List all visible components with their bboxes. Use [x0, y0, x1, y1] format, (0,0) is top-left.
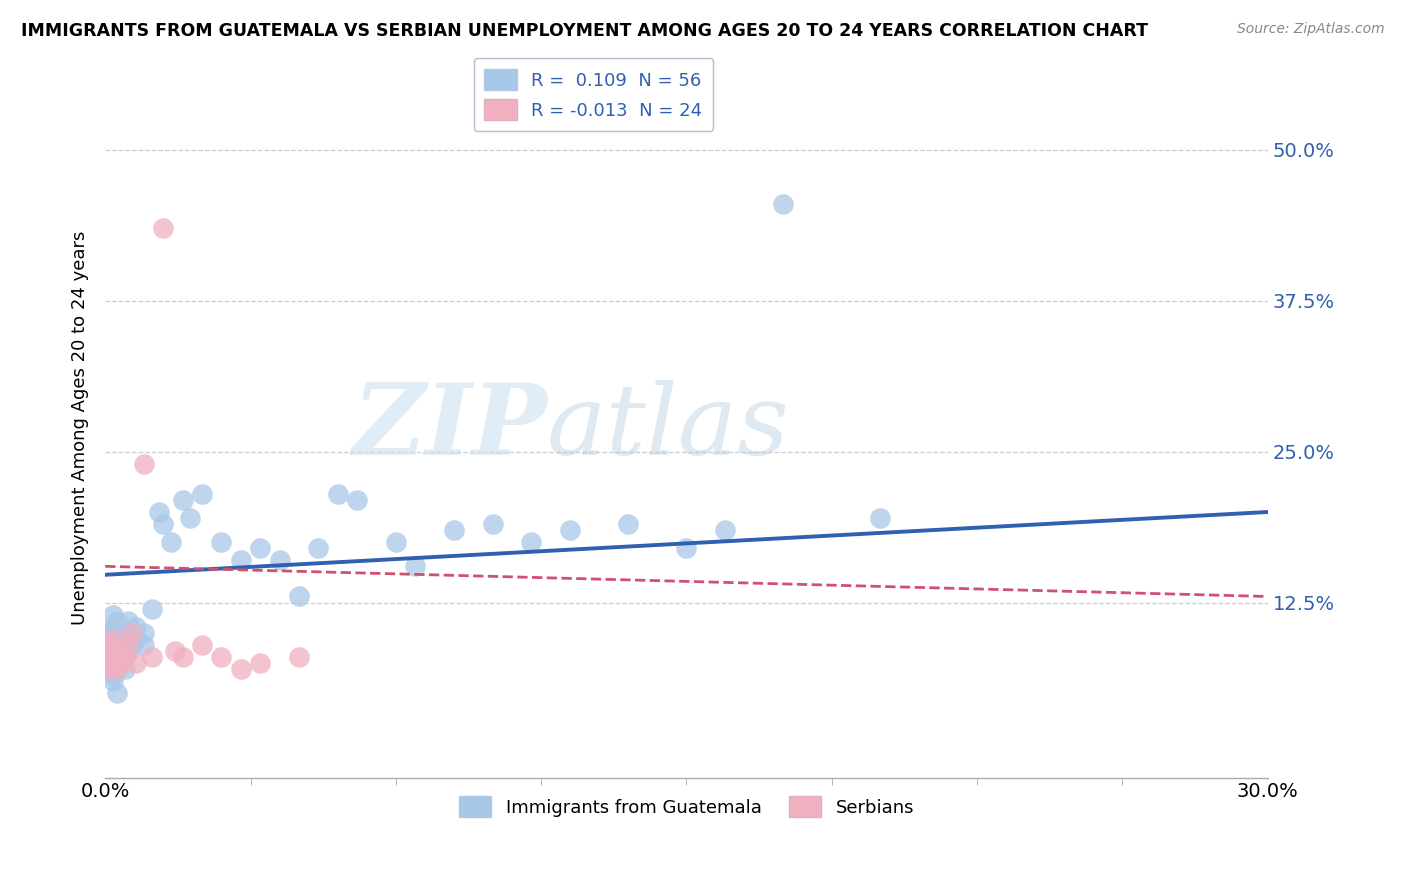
Point — [98, 649, 121, 664]
Y-axis label: Unemployment Among Ages 20 to 24 years: Unemployment Among Ages 20 to 24 years — [72, 230, 89, 624]
Point — [98, 638, 121, 652]
Point — [114, 625, 136, 640]
Point — [105, 649, 128, 664]
Point — [211, 535, 233, 549]
Point — [172, 492, 194, 507]
Point — [110, 644, 132, 658]
Point — [121, 638, 143, 652]
Point — [105, 686, 128, 700]
Point — [98, 649, 121, 664]
Point — [110, 656, 132, 670]
Point — [229, 662, 252, 676]
Point — [101, 668, 124, 682]
Point — [117, 614, 139, 628]
Point — [772, 197, 794, 211]
Point — [404, 559, 426, 574]
Point — [211, 649, 233, 664]
Point — [269, 553, 291, 567]
Point — [191, 638, 214, 652]
Point — [101, 620, 124, 634]
Point — [191, 487, 214, 501]
Point — [98, 625, 121, 640]
Point — [105, 662, 128, 676]
Point — [714, 523, 737, 537]
Point — [141, 649, 163, 664]
Point — [121, 625, 143, 640]
Point — [117, 644, 139, 658]
Point — [98, 662, 121, 676]
Point — [114, 649, 136, 664]
Point — [443, 523, 465, 537]
Point — [98, 638, 121, 652]
Point — [105, 662, 128, 676]
Point — [110, 644, 132, 658]
Legend: Immigrants from Guatemala, Serbians: Immigrants from Guatemala, Serbians — [451, 789, 921, 824]
Point — [101, 632, 124, 646]
Point — [101, 607, 124, 622]
Point — [249, 656, 271, 670]
Point — [132, 457, 155, 471]
Point — [160, 535, 183, 549]
Point — [385, 535, 408, 549]
Point — [101, 656, 124, 670]
Point — [101, 673, 124, 688]
Point — [114, 649, 136, 664]
Point — [326, 487, 349, 501]
Point — [520, 535, 543, 549]
Point — [132, 638, 155, 652]
Point — [617, 517, 640, 532]
Point — [249, 541, 271, 556]
Point — [148, 505, 170, 519]
Point — [288, 649, 311, 664]
Text: ZIP: ZIP — [352, 379, 547, 475]
Point — [110, 638, 132, 652]
Point — [869, 511, 891, 525]
Point — [675, 541, 697, 556]
Point — [132, 625, 155, 640]
Point — [560, 523, 582, 537]
Point — [229, 553, 252, 567]
Point — [105, 649, 128, 664]
Point — [346, 492, 368, 507]
Point — [105, 614, 128, 628]
Point — [152, 517, 174, 532]
Point — [172, 649, 194, 664]
Point — [125, 620, 148, 634]
Text: atlas: atlas — [547, 380, 790, 475]
Point — [125, 632, 148, 646]
Point — [163, 644, 186, 658]
Point — [101, 644, 124, 658]
Point — [288, 590, 311, 604]
Point — [110, 656, 132, 670]
Point — [179, 511, 201, 525]
Point — [481, 517, 503, 532]
Point — [125, 656, 148, 670]
Point — [101, 656, 124, 670]
Point — [114, 662, 136, 676]
Point — [101, 644, 124, 658]
Point — [307, 541, 329, 556]
Point — [101, 632, 124, 646]
Point — [117, 638, 139, 652]
Point — [114, 632, 136, 646]
Point — [98, 662, 121, 676]
Text: IMMIGRANTS FROM GUATEMALA VS SERBIAN UNEMPLOYMENT AMONG AGES 20 TO 24 YEARS CORR: IMMIGRANTS FROM GUATEMALA VS SERBIAN UNE… — [21, 22, 1149, 40]
Point — [105, 632, 128, 646]
Text: Source: ZipAtlas.com: Source: ZipAtlas.com — [1237, 22, 1385, 37]
Point — [141, 601, 163, 615]
Point — [152, 221, 174, 235]
